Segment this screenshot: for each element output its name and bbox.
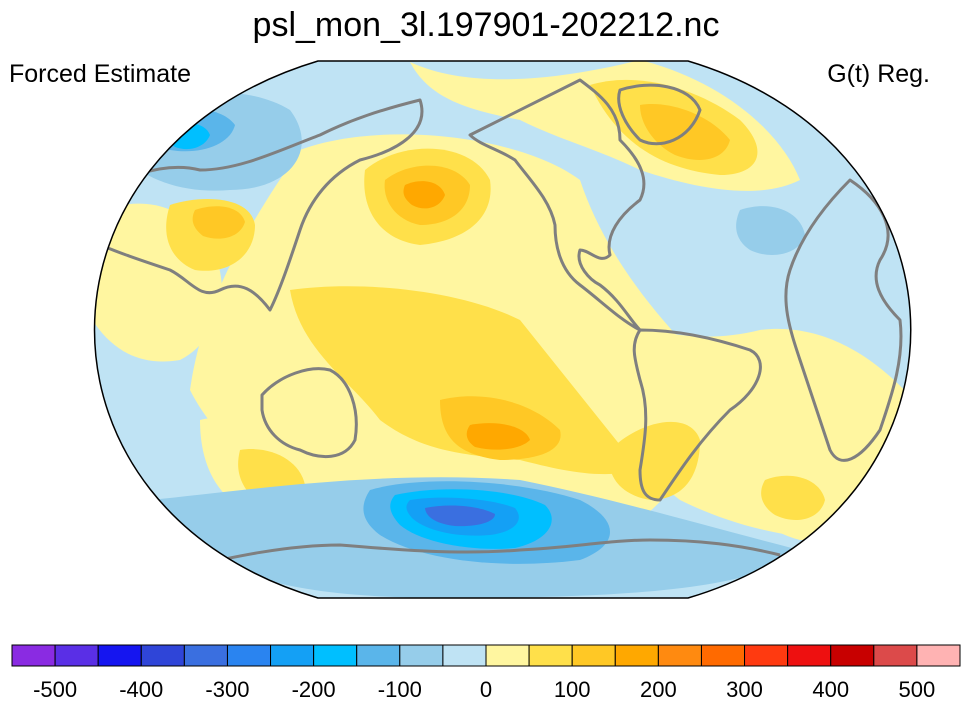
colorbar-box (97, 644, 142, 667)
right-string: G(t) Reg. (827, 60, 930, 88)
coast-europe-africa (784, 178, 903, 462)
colorbar-box (313, 644, 358, 667)
colorbar-box (399, 644, 444, 667)
colorbar-box (571, 644, 616, 667)
colorbar-boxes (11, 644, 961, 667)
colorbar-box (485, 644, 530, 667)
field-gold-asia (192, 206, 245, 239)
coast-asia (94, 98, 424, 312)
colorbar-tick-label: -200 (292, 677, 336, 702)
field-orange-south-pacific (466, 423, 530, 450)
colorbar-box (356, 644, 401, 667)
colorbar-box (657, 644, 702, 667)
colorbar-tick-label: 400 (812, 677, 849, 702)
colorbar-box (787, 644, 832, 667)
colorbar-tick-label: -500 (33, 677, 77, 702)
plot-title: psl_mon_3l.197901-202212.nc (252, 6, 720, 44)
coast-north-america (468, 78, 646, 332)
globe-outline (93, 60, 912, 599)
colorbar-box (11, 644, 56, 667)
colorbar-tick-label: -300 (205, 677, 249, 702)
left-string: Forced Estimate (9, 60, 192, 88)
colorbar-box (830, 644, 875, 667)
colorbar-box (700, 644, 746, 667)
colorbar-tick-label: 100 (554, 677, 591, 702)
field-yellow-south-atlantic (761, 475, 825, 520)
coast-greenland (617, 83, 702, 146)
field-yellow-south-america (609, 421, 700, 500)
colorbar-labels: -500 -400 -300 -200 -100 0 100 200 300 400 500 (33, 677, 935, 702)
colorbar-box (744, 644, 789, 667)
colorbar-box (183, 644, 228, 667)
colorbar-box (270, 644, 315, 667)
coast-antarctica (149, 538, 781, 577)
colorbar-box (226, 644, 272, 667)
field-orange-north-pacific (403, 181, 445, 209)
colorbar-tick-label: 200 (640, 677, 677, 702)
field-lightblue-atlantic (736, 206, 805, 255)
anomaly-field (94, 61, 911, 598)
coast-australia (260, 367, 358, 459)
colorbar-box (528, 644, 573, 667)
coast-south-america (632, 328, 762, 502)
colorbar-box (614, 644, 659, 667)
colorbar-tick-label: -100 (378, 677, 422, 702)
colorbar-tick-label: 0 (480, 677, 492, 702)
coastlines (94, 78, 903, 577)
colorbar-box (54, 644, 99, 667)
colorbar-tick-label: -400 (119, 677, 163, 702)
colorbar-tick-label: 500 (899, 677, 936, 702)
colorbar-box (140, 644, 185, 667)
colorbar-box (873, 644, 918, 667)
colorbar-tick-label: 300 (726, 677, 763, 702)
colorbar-box (916, 644, 961, 667)
colorbar-box (442, 644, 487, 667)
field-deepblue-southern (425, 505, 495, 527)
